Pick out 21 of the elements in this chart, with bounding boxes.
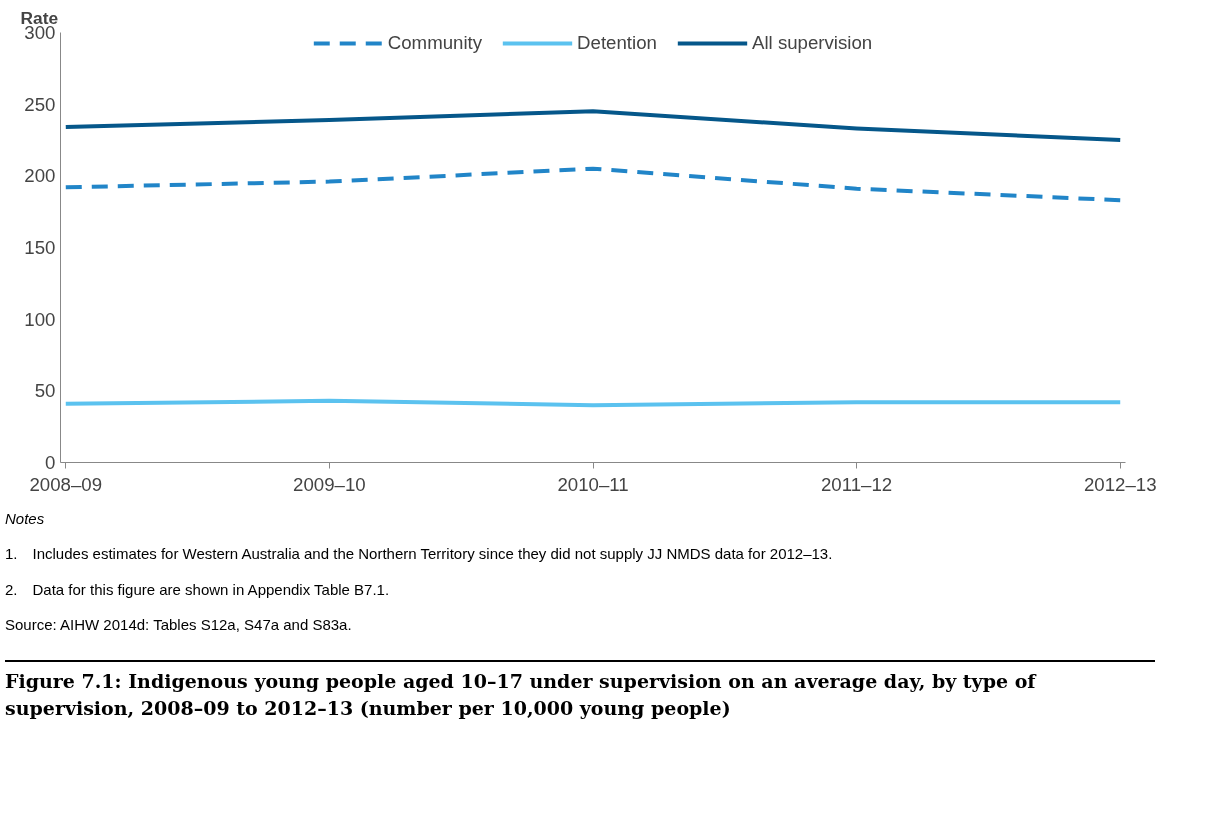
- x-tick-label: 2009–10: [293, 473, 366, 495]
- text: 2. Data for this figure are shown in Appendix Table B7.1.: [5, 579, 391, 600]
- x-tick-label: 2012–13: [1083, 473, 1157, 495]
- source-note: Source: AIHW 2014d: Tables S12a, S47a and S83a.: [5, 615, 353, 636]
- x-tick-label: 2010–11: [557, 473, 629, 495]
- y-tick-label: 200: [24, 165, 56, 187]
- x-tick-label: 2011–12: [820, 473, 893, 495]
- legend-label: Detention: [577, 32, 657, 54]
- text: 1. Includes estimates for Western Australia and the Northern Territory since they did not supply JJ NMDS data for 2012–13.: [5, 544, 834, 565]
- line-series: [63, 166, 1123, 203]
- legend-label: Community: [387, 32, 483, 54]
- y-tick-label: 50: [34, 380, 56, 402]
- text: Notes: [5, 509, 46, 529]
- y-tick-label: 150: [24, 237, 56, 258]
- text: Figure 7.1: Indigenous young people aged 10–17 under supervision on an average day, by type of supervision, 2008–09 to 2012–13 (number per 10,000 young people): [5, 659, 1155, 722]
- legend-label: All supervision: [751, 32, 873, 54]
- y-tick-label: 100: [24, 308, 56, 330]
- x-tick-label: 2008–09: [29, 473, 103, 495]
- y-tick-label: 0: [45, 452, 56, 473]
- line-series: [63, 109, 1123, 142]
- y-tick-label: 250: [24, 93, 56, 115]
